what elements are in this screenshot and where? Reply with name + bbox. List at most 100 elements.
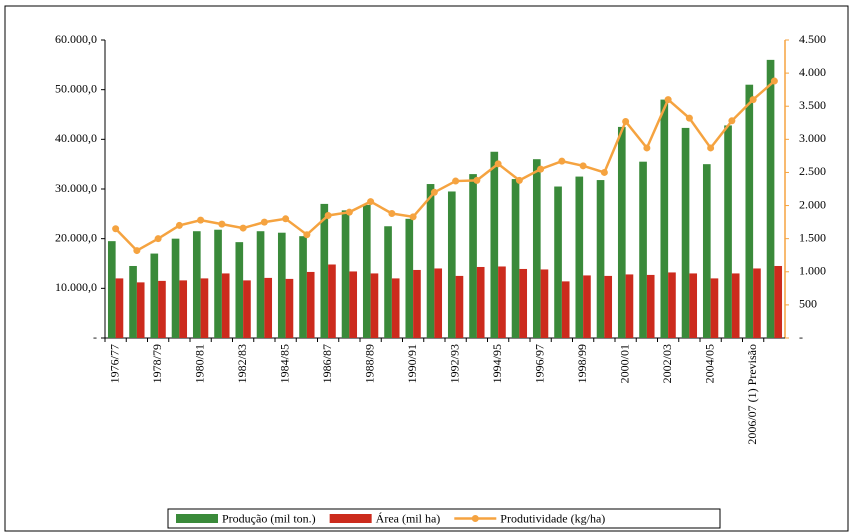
line-point bbox=[515, 176, 523, 184]
bar bbox=[532, 159, 541, 338]
bar bbox=[256, 231, 265, 338]
y2-tick-label: 2.000 bbox=[799, 197, 826, 211]
bar bbox=[136, 282, 145, 338]
bar bbox=[243, 280, 251, 338]
y2-tick-label: 3.500 bbox=[799, 98, 826, 112]
bar bbox=[158, 280, 166, 338]
bar bbox=[604, 275, 613, 338]
bar bbox=[391, 278, 400, 338]
x-tick-label: 1994/95 bbox=[490, 344, 504, 383]
x-tick-label: 1980/81 bbox=[192, 344, 206, 383]
x-tick-label: 1988/89 bbox=[362, 344, 376, 383]
bar bbox=[753, 268, 761, 338]
bar bbox=[625, 274, 634, 338]
bar bbox=[766, 59, 775, 338]
bar bbox=[171, 238, 180, 338]
line-point bbox=[133, 247, 141, 255]
bar bbox=[469, 174, 477, 338]
line-point bbox=[664, 96, 672, 104]
bar bbox=[214, 229, 222, 338]
x-tick-label: 2006/07 (1) Previsão bbox=[745, 344, 759, 445]
y-tick-label: 10.000,0 bbox=[55, 280, 97, 294]
bar bbox=[115, 278, 124, 338]
line-point bbox=[260, 218, 268, 226]
line-point bbox=[452, 177, 460, 185]
bar bbox=[498, 266, 506, 338]
bar bbox=[384, 226, 392, 338]
line-point bbox=[707, 144, 715, 152]
y-tick-label: 30.000,0 bbox=[55, 181, 97, 195]
line-point bbox=[239, 224, 247, 232]
x-tick-label: 1982/83 bbox=[235, 344, 249, 383]
bar bbox=[561, 281, 570, 338]
y2-tick-label: 4.000 bbox=[799, 65, 826, 79]
bar bbox=[328, 264, 336, 338]
line-point bbox=[197, 216, 205, 224]
line-point bbox=[728, 117, 736, 125]
bar bbox=[617, 126, 626, 339]
bar bbox=[264, 277, 273, 338]
legend-swatch bbox=[329, 514, 372, 523]
line-point bbox=[345, 208, 353, 216]
bar bbox=[285, 278, 294, 338]
bar bbox=[200, 278, 209, 338]
line-point bbox=[154, 235, 162, 243]
x-tick-label: 1992/93 bbox=[447, 344, 461, 383]
y-tick-label: 20.000,0 bbox=[55, 230, 97, 244]
line-point bbox=[388, 210, 396, 218]
bar bbox=[179, 280, 188, 338]
legend-label: Área (mil ha) bbox=[376, 511, 441, 525]
bar bbox=[681, 127, 690, 338]
line-point bbox=[112, 225, 120, 233]
legend-label: Produtividade (kg/ha) bbox=[500, 511, 605, 525]
line-point bbox=[324, 211, 332, 219]
bar bbox=[476, 266, 485, 338]
bar bbox=[434, 268, 443, 338]
x-tick-label: 2004/05 bbox=[702, 344, 716, 383]
bar bbox=[370, 273, 379, 338]
line-point bbox=[473, 176, 481, 184]
legend-swatch bbox=[176, 514, 218, 523]
bar bbox=[660, 99, 669, 338]
line-point bbox=[600, 168, 608, 176]
legend-box bbox=[167, 508, 721, 529]
bar bbox=[129, 265, 137, 338]
line-point bbox=[409, 213, 417, 221]
bar bbox=[583, 275, 591, 338]
bar bbox=[413, 269, 421, 338]
bar bbox=[426, 184, 435, 338]
y2-tick-label: 2.500 bbox=[799, 164, 826, 178]
bar bbox=[306, 271, 315, 338]
x-tick-label: 2000/01 bbox=[617, 344, 631, 383]
line-point bbox=[579, 162, 587, 170]
bar bbox=[710, 278, 719, 338]
line-point bbox=[367, 198, 375, 206]
bar bbox=[447, 191, 456, 338]
line-point bbox=[685, 114, 693, 122]
bar bbox=[320, 203, 329, 338]
bar bbox=[511, 179, 520, 338]
bar bbox=[639, 161, 647, 338]
y2-tick-label: 1.500 bbox=[799, 230, 826, 244]
line bbox=[114, 80, 776, 253]
bar bbox=[362, 204, 371, 338]
y-tick-label: - bbox=[93, 330, 97, 344]
bar bbox=[575, 176, 584, 338]
bar bbox=[150, 253, 159, 338]
line-point bbox=[282, 215, 290, 223]
bar bbox=[668, 272, 676, 338]
bar bbox=[349, 271, 358, 338]
y2-tick-label: 4.500 bbox=[799, 32, 826, 46]
x-tick-label: 1984/85 bbox=[277, 344, 291, 383]
x-tick-label: 1998/99 bbox=[575, 344, 589, 383]
y2-tick-label: 500 bbox=[799, 297, 817, 311]
y2-tick-label: 3.000 bbox=[799, 131, 826, 145]
x-tick-label: 1996/97 bbox=[532, 344, 546, 383]
line-point bbox=[537, 165, 545, 173]
legend-label: Produção (mil ton.) bbox=[222, 511, 316, 525]
bar bbox=[689, 273, 698, 338]
bar bbox=[554, 186, 562, 338]
bar bbox=[341, 210, 350, 338]
x-tick-label: 1986/87 bbox=[320, 344, 334, 383]
